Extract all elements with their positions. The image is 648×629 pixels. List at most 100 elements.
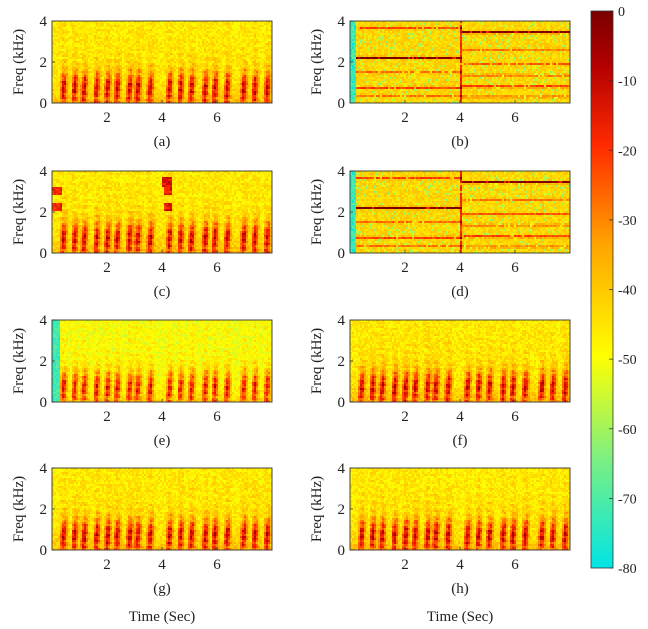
heatmap-cell	[98, 67, 100, 69]
heatmap-cell	[76, 29, 78, 31]
heatmap-cell	[58, 91, 60, 93]
heatmap-cell	[102, 93, 104, 95]
heatmap-cell	[86, 95, 88, 97]
heatmap-cell	[94, 61, 96, 63]
heatmap-cell	[88, 81, 90, 83]
heatmap-cell	[78, 73, 80, 75]
heatmap-cell	[98, 81, 100, 83]
heatmap-cell	[84, 49, 86, 51]
heatmap-cell	[98, 85, 100, 87]
heatmap-cell	[56, 83, 58, 85]
heatmap-cell	[104, 27, 106, 29]
heatmap-cell	[74, 73, 76, 75]
heatmap-cell	[92, 65, 94, 67]
heatmap-cell	[56, 27, 58, 29]
heatmap-cell	[58, 29, 60, 31]
heatmap-cell	[84, 33, 86, 35]
heatmap-cell	[74, 55, 76, 57]
heatmap-cell	[72, 77, 74, 79]
heatmap-cell	[102, 39, 104, 41]
heatmap-cell	[62, 79, 64, 81]
heatmap-cell	[68, 93, 70, 95]
heatmap-cell	[72, 27, 74, 29]
heatmap-cell	[92, 97, 94, 99]
heatmap-cell	[82, 71, 84, 73]
heatmap-cell	[86, 29, 88, 31]
heatmap-cell	[72, 67, 74, 69]
heatmap-cell	[96, 31, 98, 33]
heatmap-cell	[94, 89, 96, 91]
heatmap-cell	[56, 65, 58, 67]
heatmap-cell	[78, 91, 80, 93]
heatmap-cell	[94, 63, 96, 65]
heatmap-cell	[88, 91, 90, 93]
heatmap-cell	[58, 23, 60, 25]
heatmap-cell	[74, 97, 76, 99]
heatmap-cell	[92, 47, 94, 49]
heatmap-cell	[68, 95, 70, 97]
heatmap-cell	[72, 83, 74, 85]
heatmap-cell	[88, 37, 90, 39]
heatmap-cell	[88, 97, 90, 99]
heatmap-cell	[90, 63, 92, 65]
heatmap-cell	[100, 99, 102, 101]
heatmap-cell	[100, 91, 102, 93]
heatmap-cell	[92, 57, 94, 59]
heatmap-cell	[70, 39, 72, 41]
heatmap-cell	[66, 35, 68, 37]
heatmap-cell	[62, 27, 64, 29]
heatmap-cell	[80, 31, 82, 33]
heatmap-cell	[102, 63, 104, 65]
heatmap-cell	[66, 65, 68, 67]
heatmap-cell	[76, 53, 78, 55]
heatmap-cell	[102, 47, 104, 49]
heatmap-cell	[64, 73, 66, 75]
heatmap-cell	[72, 55, 74, 57]
heatmap-cell	[96, 95, 98, 97]
heatmap-cell	[94, 39, 96, 41]
heatmap-cell	[58, 85, 60, 87]
heatmap-cell	[66, 81, 68, 83]
heatmap-cell	[80, 27, 82, 29]
heatmap-cell	[76, 67, 78, 69]
heatmap-cell	[62, 85, 64, 87]
heatmap-cell	[64, 39, 66, 41]
heatmap-cell	[84, 89, 86, 91]
heatmap-cell	[80, 71, 82, 73]
heatmap-cell	[86, 65, 88, 67]
heatmap-cell	[92, 53, 94, 55]
heatmap-cell	[98, 69, 100, 71]
heatmap-cell	[84, 47, 86, 49]
heatmap-cell	[100, 41, 102, 43]
heatmap-cell	[88, 73, 90, 75]
heatmap-cell	[92, 35, 94, 37]
heatmap-cell	[56, 87, 58, 89]
heatmap-cell	[100, 43, 102, 45]
heatmap-cell	[88, 79, 90, 81]
heatmap-cell	[104, 43, 106, 45]
heatmap-cell	[78, 59, 80, 61]
heatmap-cell	[92, 41, 94, 43]
heatmap-cell	[72, 43, 74, 45]
heatmap-cell	[64, 29, 66, 31]
heatmap-cell	[70, 33, 72, 35]
heatmap-cell	[80, 93, 82, 95]
heatmap-cell	[70, 47, 72, 49]
heatmap-cell	[72, 91, 74, 93]
heatmap-cell	[94, 95, 96, 97]
heatmap-cell	[84, 53, 86, 55]
heatmap-cell	[58, 33, 60, 35]
heatmap-cell	[60, 29, 62, 31]
heatmap-cell	[102, 33, 104, 35]
heatmap-cell	[60, 79, 62, 81]
heatmap-cell	[56, 75, 58, 77]
heatmap-cell	[62, 83, 64, 85]
heatmap-cell	[68, 77, 70, 79]
heatmap-cell	[102, 43, 104, 45]
heatmap-cell	[72, 89, 74, 91]
heatmap-cell	[98, 39, 100, 41]
heatmap-cell	[78, 33, 80, 35]
heatmap-cell	[84, 51, 86, 53]
heatmap-cell	[66, 43, 68, 45]
heatmap-cell	[100, 49, 102, 51]
